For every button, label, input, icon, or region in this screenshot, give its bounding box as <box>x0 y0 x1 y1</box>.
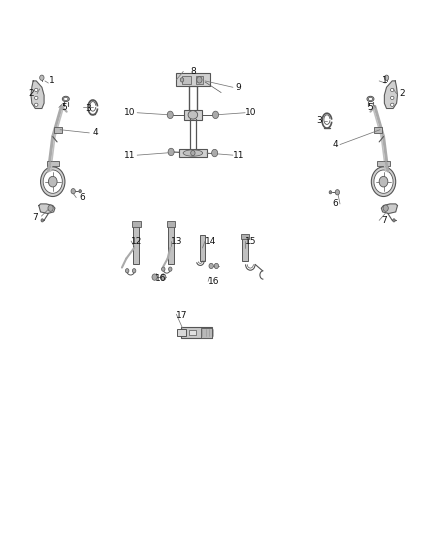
Circle shape <box>180 78 184 82</box>
Circle shape <box>168 148 174 156</box>
Text: 17: 17 <box>176 311 188 320</box>
Circle shape <box>48 176 57 187</box>
Bar <box>378 161 390 166</box>
Bar <box>179 149 207 157</box>
Circle shape <box>79 190 81 193</box>
Text: 3: 3 <box>85 104 91 113</box>
Text: 6: 6 <box>79 193 85 202</box>
Circle shape <box>40 75 44 80</box>
Ellipse shape <box>371 167 396 197</box>
Bar <box>241 233 249 239</box>
Text: 5: 5 <box>62 103 67 112</box>
Circle shape <box>212 149 218 157</box>
Text: 3: 3 <box>316 116 322 125</box>
Circle shape <box>125 269 129 273</box>
Text: 10: 10 <box>245 108 257 117</box>
Text: 7: 7 <box>381 216 387 225</box>
Text: 2: 2 <box>28 89 34 98</box>
Circle shape <box>197 77 202 83</box>
Circle shape <box>161 274 166 280</box>
Bar <box>168 226 174 264</box>
Circle shape <box>383 205 389 212</box>
Text: 10: 10 <box>124 108 135 117</box>
Ellipse shape <box>35 96 38 100</box>
Text: 4: 4 <box>333 140 339 149</box>
Circle shape <box>214 263 219 269</box>
Bar <box>374 127 382 133</box>
Circle shape <box>152 274 157 280</box>
Bar <box>181 327 212 338</box>
Text: 12: 12 <box>131 237 142 246</box>
Circle shape <box>132 269 136 273</box>
Circle shape <box>379 176 388 187</box>
Bar <box>201 328 212 337</box>
Text: 7: 7 <box>32 213 38 222</box>
Ellipse shape <box>374 170 393 193</box>
Text: 1: 1 <box>49 76 54 85</box>
Circle shape <box>191 150 195 156</box>
Bar <box>196 76 203 84</box>
Circle shape <box>48 205 53 212</box>
Ellipse shape <box>35 103 38 107</box>
Text: 6: 6 <box>333 199 339 208</box>
Bar <box>132 221 141 227</box>
Circle shape <box>392 219 395 222</box>
Circle shape <box>167 111 173 118</box>
Circle shape <box>209 263 213 269</box>
Text: 16: 16 <box>208 277 219 286</box>
Text: 14: 14 <box>205 237 216 246</box>
Text: 9: 9 <box>236 83 241 92</box>
Polygon shape <box>31 81 44 109</box>
Circle shape <box>169 267 172 271</box>
Bar <box>184 110 202 119</box>
Circle shape <box>385 75 389 80</box>
Circle shape <box>329 191 332 194</box>
Bar <box>133 226 139 264</box>
Polygon shape <box>39 204 55 214</box>
Polygon shape <box>381 204 397 214</box>
Text: 1: 1 <box>381 76 387 85</box>
Ellipse shape <box>367 96 374 102</box>
Ellipse shape <box>43 170 62 193</box>
Ellipse shape <box>391 96 394 100</box>
Circle shape <box>41 219 44 222</box>
Bar <box>47 161 59 166</box>
Text: 8: 8 <box>190 67 196 76</box>
Bar <box>200 235 205 261</box>
Bar <box>242 236 248 261</box>
Polygon shape <box>385 81 397 109</box>
Circle shape <box>71 189 75 194</box>
Bar <box>182 76 191 84</box>
Text: 15: 15 <box>245 237 257 246</box>
Text: 13: 13 <box>170 237 182 246</box>
Ellipse shape <box>183 150 203 156</box>
Bar <box>176 74 210 86</box>
Text: 2: 2 <box>399 89 405 98</box>
Ellipse shape <box>188 111 198 119</box>
Ellipse shape <box>62 96 69 102</box>
Ellipse shape <box>41 167 65 197</box>
Text: 11: 11 <box>124 151 135 160</box>
Text: 11: 11 <box>233 151 244 160</box>
Circle shape <box>162 267 165 271</box>
Bar <box>189 330 196 335</box>
Text: 16: 16 <box>155 273 166 282</box>
Text: 5: 5 <box>367 103 373 112</box>
Ellipse shape <box>368 98 373 101</box>
Circle shape <box>335 190 339 195</box>
Bar <box>177 329 186 336</box>
Bar <box>167 221 175 227</box>
Ellipse shape <box>391 103 394 107</box>
Ellipse shape <box>64 98 68 101</box>
Ellipse shape <box>35 88 38 92</box>
Bar <box>54 127 62 133</box>
Text: 4: 4 <box>92 128 98 138</box>
Ellipse shape <box>391 88 394 92</box>
Circle shape <box>212 111 219 118</box>
